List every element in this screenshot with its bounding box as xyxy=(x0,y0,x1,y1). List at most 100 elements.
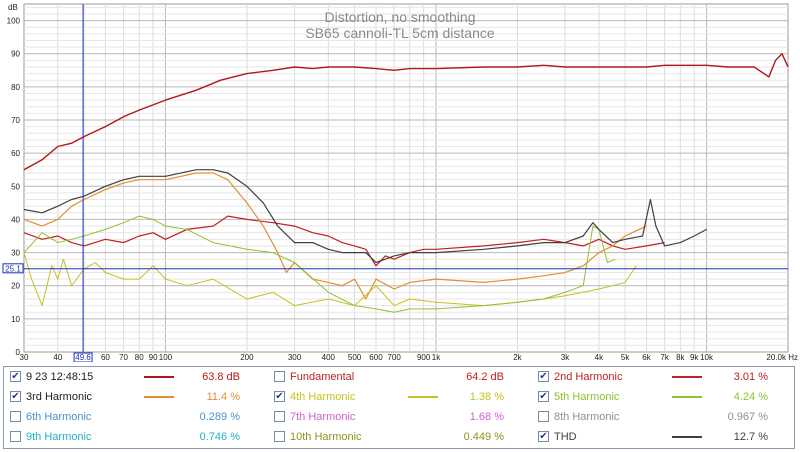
x-tick-label: 6k xyxy=(642,353,651,362)
x-tick-label: 700 xyxy=(387,353,401,362)
legend-item-8th-harmonic: 8th Harmonic 0.967 % xyxy=(532,407,794,427)
legend-value: 11.4 % xyxy=(206,391,240,403)
plot-frame xyxy=(23,3,789,353)
legend-value: 0.967 % xyxy=(727,411,768,423)
checkbox-unchecked[interactable] xyxy=(538,411,549,422)
x-tick-label: 1k xyxy=(432,353,441,362)
legend-swatch xyxy=(144,416,174,418)
legend-label: 6th Harmonic xyxy=(26,411,92,423)
cursor-y-label: 25.1 xyxy=(5,264,21,273)
legend-swatch xyxy=(672,416,702,418)
legend-swatch xyxy=(408,396,438,398)
x-tick-label: 60 xyxy=(101,353,110,362)
legend-swatch xyxy=(144,396,174,398)
series-line-thd xyxy=(23,169,707,264)
checkbox-unchecked[interactable] xyxy=(10,411,21,422)
x-tick-label: 8k xyxy=(676,353,685,362)
x-tick-label: 30 xyxy=(20,353,29,362)
legend-item-thd: ✔ THD 12.7 % xyxy=(532,427,794,447)
x-tick-label: 90 xyxy=(149,353,158,362)
legend-label: 9th Harmonic xyxy=(26,431,92,443)
cursor-x-label: 49.6 xyxy=(75,353,91,362)
x-tick-label: 900 xyxy=(417,353,431,362)
x-tick-label: 300 xyxy=(288,353,302,362)
legend-swatch xyxy=(672,396,702,398)
x-tick-label: 600 xyxy=(369,353,383,362)
x-tick-label: 70 xyxy=(119,353,128,362)
legend-item-6th-harmonic: 6th Harmonic 0.289 % xyxy=(4,407,266,427)
y-tick-label: 20 xyxy=(11,282,20,291)
y-tick-label: 80 xyxy=(11,83,20,92)
y-tick-label: 50 xyxy=(11,182,20,191)
x-tick-label: 40 xyxy=(53,353,62,362)
plot-area[interactable]: 0 10 20 30 40 50 60 70 80 90 100 30 40 60 70 80 90 100 20… xyxy=(0,0,800,362)
legend-panel: ✔ 9 23 12:48:15 63.8 dB Fundamental 64.2 dB ✔… xyxy=(3,366,795,449)
y-axis-unit: dB xyxy=(8,3,18,12)
legend-item-4th-harmonic: ✔ 4th Harmonic 1.38 % xyxy=(268,387,530,407)
y-tick-label: 100 xyxy=(7,17,21,26)
y-tick-label: 0 xyxy=(16,348,21,357)
checkbox-checked[interactable]: ✔ xyxy=(538,431,549,442)
x-tick-label: 9k xyxy=(690,353,699,362)
y-tick-label: 40 xyxy=(11,215,20,224)
checkbox-unchecked[interactable] xyxy=(274,431,285,442)
legend-item-5th-harmonic: ✔ 5th Harmonic 4.24 % xyxy=(532,387,794,407)
x-tick-label: 200 xyxy=(240,353,254,362)
legend-value: 1.68 % xyxy=(469,411,504,423)
legend-value: 4.24 % xyxy=(733,391,768,403)
legend-label: 9 23 12:48:15 xyxy=(26,371,94,383)
legend-swatch xyxy=(672,436,702,438)
checkbox-checked[interactable]: ✔ xyxy=(10,371,21,382)
checkbox-unchecked[interactable] xyxy=(10,431,21,442)
x-tick-label: 3k xyxy=(561,353,570,362)
y-tick-labels: 0 10 20 30 40 50 60 70 80 90 100 xyxy=(7,17,21,357)
legend-row: ✔ 9 23 12:48:15 63.8 dB Fundamental 64.2 dB ✔… xyxy=(4,367,794,387)
checkbox-checked[interactable]: ✔ xyxy=(538,391,549,402)
legend-swatch xyxy=(672,376,702,378)
x-tick-label: 4k xyxy=(595,353,604,362)
legend-swatch xyxy=(408,416,438,418)
series-line-5th-harmonic xyxy=(23,215,616,313)
legend-item-3rd-harmonic: ✔ 3rd Harmonic 11.4 % xyxy=(4,387,266,407)
legend-item-10th-harmonic: 10th Harmonic 0.449 % xyxy=(268,427,530,447)
legend-label: 5th Harmonic xyxy=(554,391,620,403)
x-tick-labels: 30 40 60 70 80 90 100 200 300 400 500 600 700 900 1k 2k… xyxy=(20,353,798,362)
x-tick-label: 2k xyxy=(513,353,522,362)
legend-value: 0.746 % xyxy=(199,431,240,443)
y-tick-label: 90 xyxy=(11,50,20,59)
checkbox-checked[interactable]: ✔ xyxy=(274,391,285,402)
legend-row: 9th Harmonic 0.746 % 10th Harmonic 0.449 % ✔… xyxy=(4,427,794,447)
legend-label: 8th Harmonic xyxy=(554,411,620,423)
legend-item-fundamental: Fundamental 64.2 dB xyxy=(268,367,530,387)
checkbox-checked[interactable]: ✔ xyxy=(10,391,21,402)
legend-swatch xyxy=(144,376,174,378)
y-tick-label: 70 xyxy=(11,116,20,125)
series-line-4th-harmonic xyxy=(23,252,637,307)
legend-item-9th-harmonic: 9th Harmonic 0.746 % xyxy=(4,427,266,447)
legend-label: 4th Harmonic xyxy=(290,391,356,403)
legend-item-2nd-harmonic: ✔ 2nd Harmonic 3.01 % xyxy=(532,367,794,387)
x-tick-label: 80 xyxy=(135,353,144,362)
checkbox-unchecked[interactable] xyxy=(274,411,285,422)
x-tick-label: 400 xyxy=(322,353,336,362)
legend-label: 7th Harmonic xyxy=(290,411,356,423)
legend-swatch xyxy=(408,376,438,378)
legend-item-7th-harmonic: 7th Harmonic 1.68 % xyxy=(268,407,530,427)
series-line-9-23-12-48-15 xyxy=(23,53,789,171)
legend-value: 64.2 dB xyxy=(466,371,504,383)
y-tick-label: 10 xyxy=(11,315,20,324)
checkbox-unchecked[interactable] xyxy=(274,371,285,382)
legend-value: 3.01 % xyxy=(733,371,768,383)
x-tick-label: 10k xyxy=(700,353,714,362)
legend-value: 1.38 % xyxy=(469,391,504,403)
cursor[interactable]: 49.6 25.1 xyxy=(2,4,788,362)
checkbox-checked[interactable]: ✔ xyxy=(538,371,549,382)
grid xyxy=(23,3,789,353)
x-tick-label: 20.0k Hz xyxy=(766,353,798,362)
legend-value: 63.8 dB xyxy=(202,371,240,383)
series-lines xyxy=(23,53,789,313)
x-tick-label: 5k xyxy=(621,353,630,362)
legend-label: 10th Harmonic xyxy=(290,431,362,443)
x-tick-label: 500 xyxy=(348,353,362,362)
